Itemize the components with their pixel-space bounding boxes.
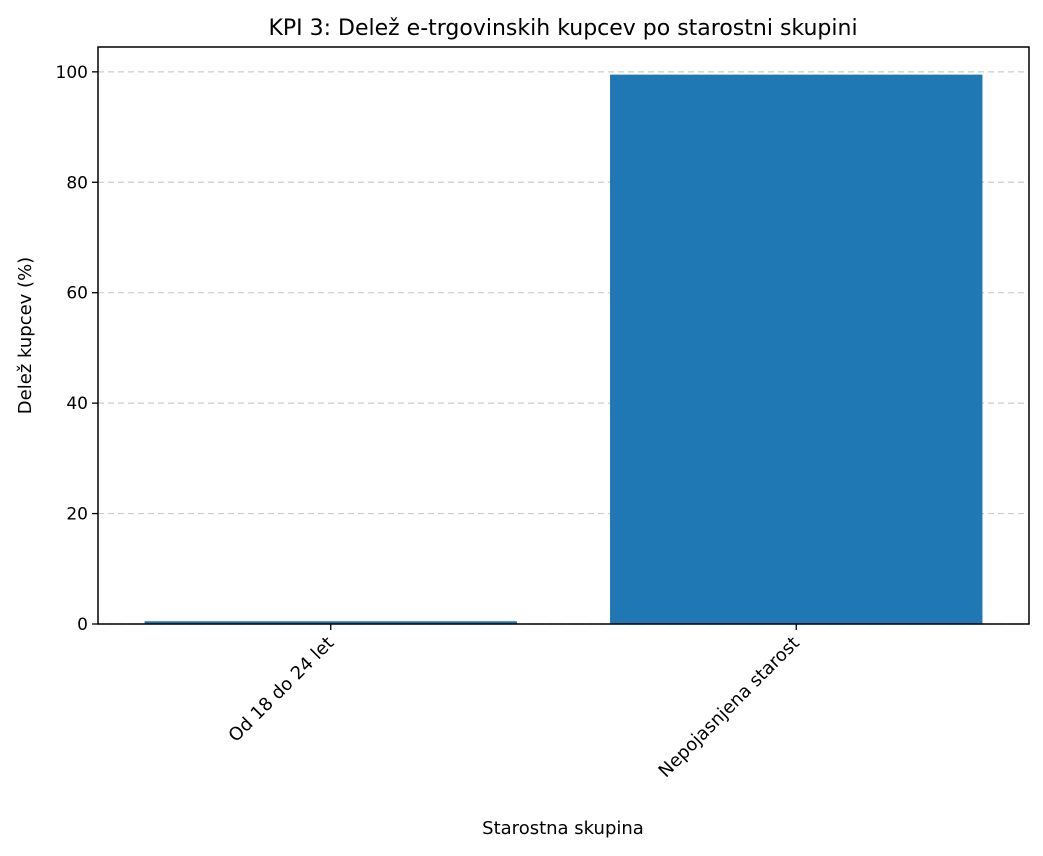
y-tick-label-2: 40 bbox=[66, 394, 88, 414]
y-tick-label-4: 80 bbox=[66, 173, 88, 193]
x-axis-label: Starostna skupina bbox=[482, 818, 644, 839]
y-ticks: 0 20 40 60 80 100 bbox=[56, 63, 98, 635]
y-tick-label-0: 0 bbox=[77, 615, 88, 635]
plot-frame bbox=[97, 46, 1030, 625]
y-tick-label-1: 20 bbox=[66, 505, 88, 525]
x-tick-label-1: Nepojasnjena starost bbox=[655, 633, 804, 782]
bar-0 bbox=[144, 621, 517, 624]
y-tick-label-5: 100 bbox=[56, 63, 88, 83]
x-tick-label-0: Od 18 do 24 let bbox=[225, 633, 339, 747]
bar-1 bbox=[610, 74, 983, 624]
chart-title: KPI 3: Delež e-trgovinskih kupcev po sta… bbox=[268, 16, 857, 41]
y-axis-label: Delež kupcev (%) bbox=[15, 257, 36, 414]
y-tick-label-3: 60 bbox=[66, 284, 88, 304]
axes bbox=[97, 46, 1030, 625]
x-ticks: Od 18 do 24 let Nepojasnjena starost bbox=[225, 624, 804, 782]
bars bbox=[144, 74, 983, 624]
